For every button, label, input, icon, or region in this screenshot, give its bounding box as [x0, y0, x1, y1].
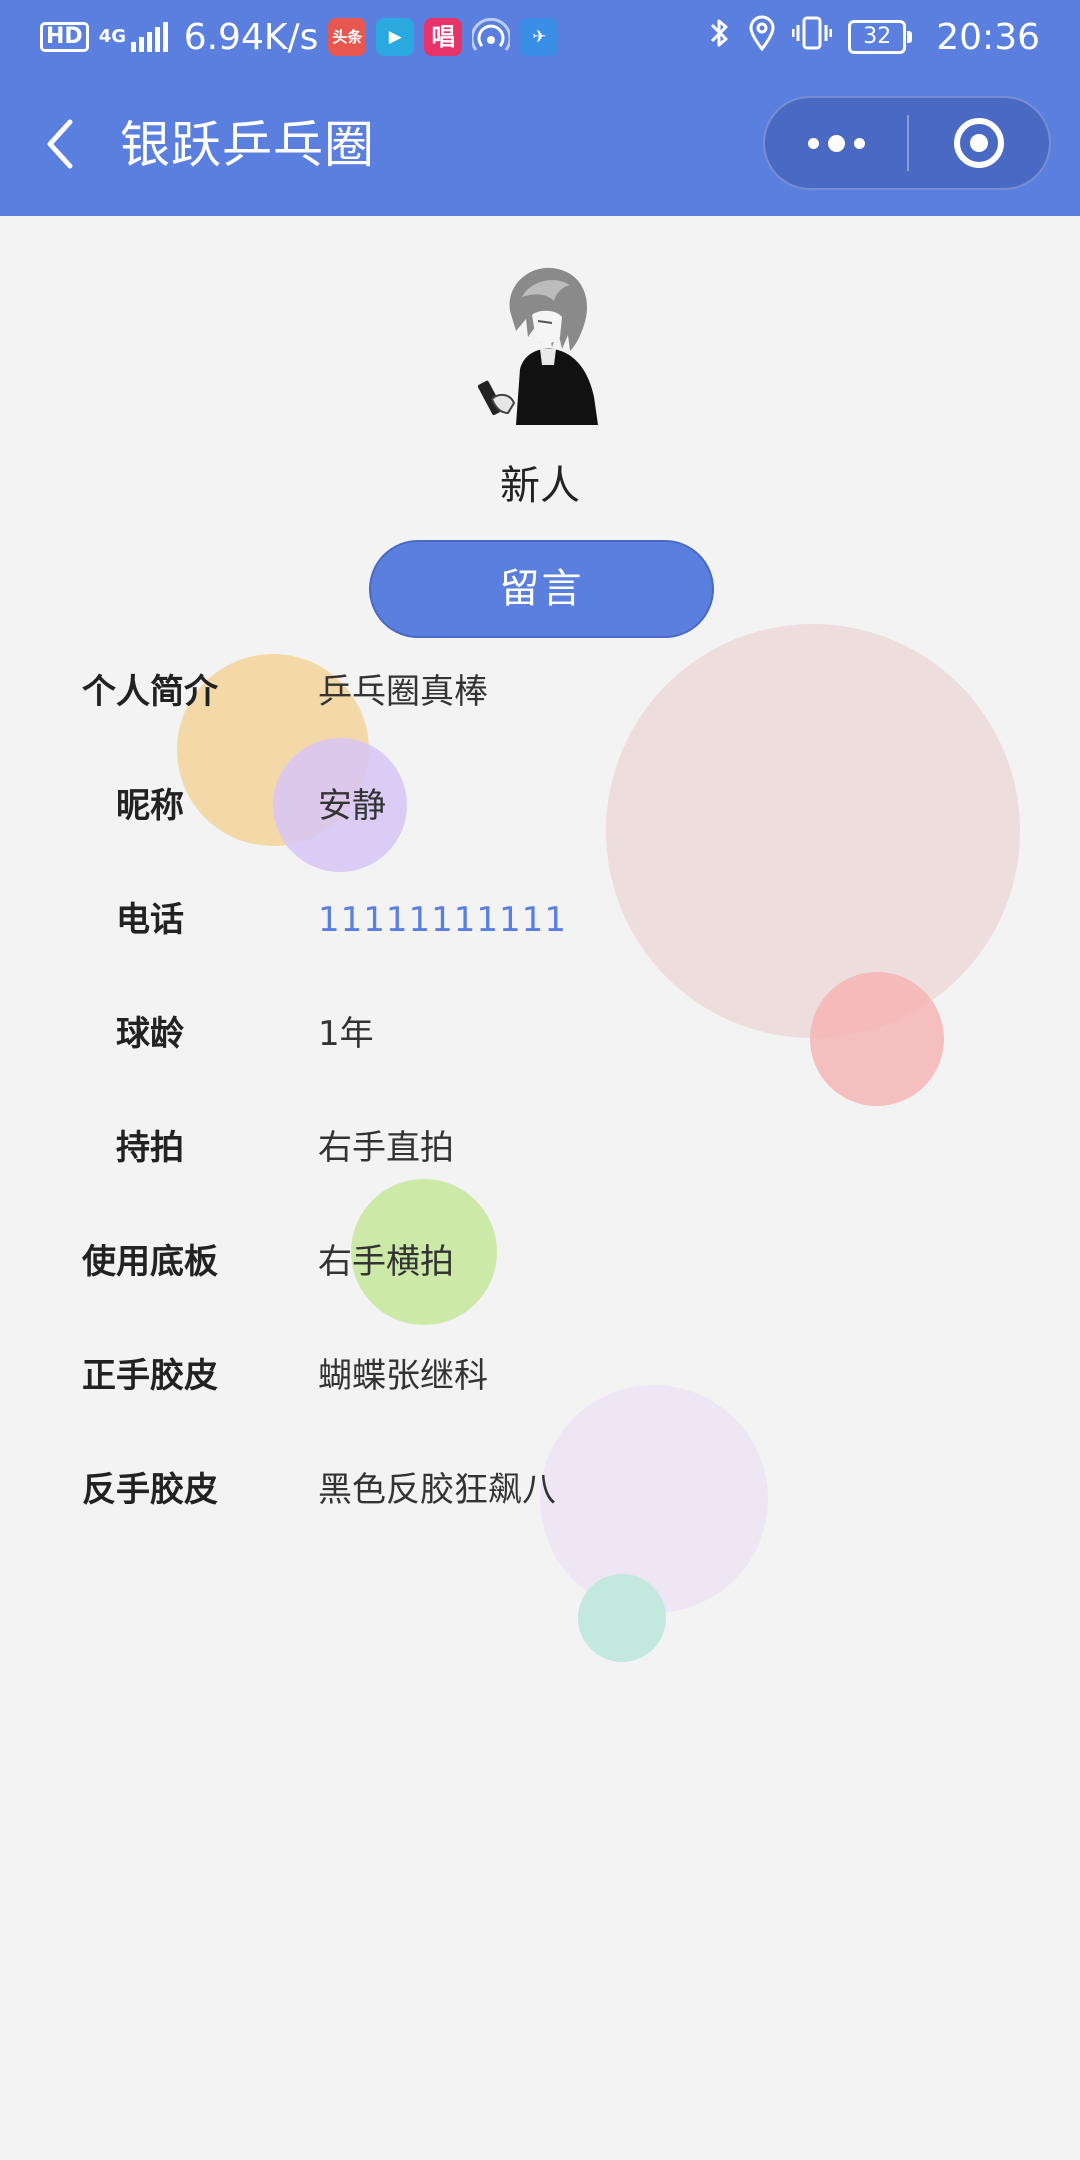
info-label: 球龄 — [116, 1014, 184, 1054]
info-row-phone: 电话 11111111111 — [0, 863, 1080, 977]
info-value: 蝴蝶张继科 — [318, 1356, 488, 1396]
navigation-bar: 银跃乒乓圈 — [0, 74, 1080, 216]
info-value: 右手横拍 — [318, 1242, 454, 1282]
decorative-bubble-red — [810, 972, 944, 1106]
decorative-bubble-green — [351, 1179, 497, 1325]
location-icon — [748, 15, 776, 60]
decorative-bubble-lavender — [540, 1385, 768, 1613]
info-row-backhand-rubber: 反手胶皮 黑色反胶狂飙八 — [0, 1433, 1080, 1547]
toutiao-icon: 头条 — [328, 18, 367, 56]
avatar-image — [458, 257, 626, 425]
info-label: 个人简介 — [82, 672, 218, 712]
info-label: 持拍 — [116, 1128, 184, 1168]
info-row-blade: 使用底板 右手横拍 — [0, 1205, 1080, 1319]
info-value: 黑色反胶狂飙八 — [318, 1470, 556, 1510]
info-label: 使用底板 — [82, 1242, 218, 1282]
info-row-forehand-rubber: 正手胶皮 蝴蝶张继科 — [0, 1319, 1080, 1433]
info-value: 1年 — [318, 1014, 374, 1054]
profile-nickname: 新人 — [500, 463, 580, 509]
hotspot-icon — [470, 17, 512, 56]
phone-number-link[interactable]: 11111111111 — [318, 900, 567, 940]
capsule-divider — [907, 115, 909, 171]
info-row-grip: 持拍 右手直拍 — [0, 1091, 1080, 1205]
network-speed: 6.94K/s — [183, 16, 319, 58]
more-dots-icon — [827, 134, 845, 152]
decorative-bubble-mint — [578, 1574, 666, 1662]
info-label: 昵称 — [116, 786, 184, 826]
video-player-icon: ▶ — [376, 18, 415, 56]
more-dots-icon — [853, 137, 865, 149]
vibrate-icon — [791, 15, 833, 60]
info-label: 正手胶皮 — [82, 1356, 218, 1396]
paper-plane-app-icon: ✈ — [520, 18, 559, 56]
mini-program-capsule — [763, 96, 1051, 190]
info-row-nickname: 昵称 安静 — [0, 749, 1080, 863]
avatar — [458, 257, 626, 425]
status-bar-left: HD 4G 6.94K/s 头条 ▶ 唱 ✈ — [40, 16, 559, 58]
leave-message-button[interactable]: 留言 — [369, 540, 714, 638]
battery-icon: 32 — [848, 20, 913, 54]
page-title: 银跃乒乓圈 — [120, 116, 375, 174]
hd-icon: HD — [40, 22, 89, 52]
info-value: 右手直拍 — [318, 1128, 454, 1168]
info-value: 乒乓圈真棒 — [318, 672, 488, 712]
network-type-icon: 4G — [98, 26, 126, 47]
clock: 20:36 — [936, 16, 1040, 58]
info-label: 反手胶皮 — [82, 1470, 218, 1510]
status-bar: HD 4G 6.94K/s 头条 ▶ 唱 ✈ — [0, 0, 1080, 74]
more-menu-button[interactable] — [765, 98, 907, 188]
decorative-bubble-purple — [273, 738, 407, 872]
info-value: 安静 — [318, 786, 386, 826]
back-button[interactable] — [36, 114, 96, 174]
close-mini-program-button[interactable] — [909, 98, 1049, 188]
info-row-years-playing: 球龄 1年 — [0, 977, 1080, 1091]
target-close-icon — [954, 118, 1004, 168]
decorative-bubble-pink-large — [606, 624, 1020, 1038]
info-label: 电话 — [116, 900, 184, 940]
back-arrow-icon — [47, 119, 73, 169]
info-row-bio: 个人简介 乒乓圈真棒 — [0, 635, 1080, 749]
signal-strength-icon — [130, 22, 168, 52]
status-bar-right: 32 20:36 — [708, 15, 1040, 60]
sing-app-icon: 唱 — [424, 18, 463, 56]
more-dots-icon — [807, 137, 819, 149]
bluetooth-icon — [708, 15, 732, 60]
